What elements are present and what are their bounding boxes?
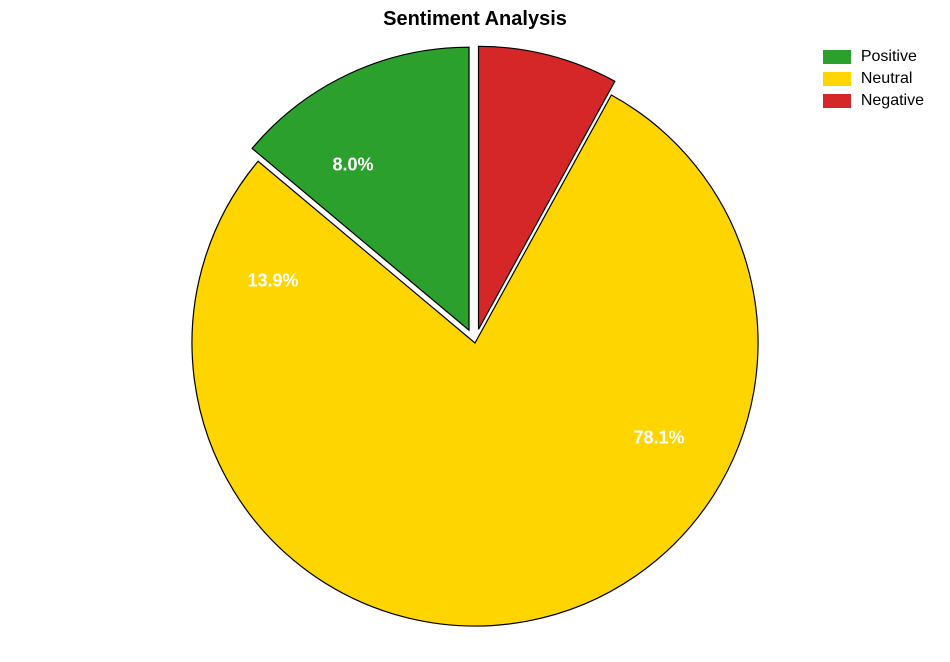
legend-swatch-icon <box>823 94 851 108</box>
pie-slice-neutral <box>192 95 758 626</box>
legend-label: Negative <box>861 92 924 110</box>
chart-container: Sentiment Analysis 13.9%78.1%8.0% Positi… <box>0 0 950 662</box>
legend-item-negative: Negative <box>823 92 924 110</box>
legend-swatch-icon <box>823 50 851 64</box>
pie-chart <box>0 0 950 662</box>
legend-label: Neutral <box>861 70 913 88</box>
slice-label-neutral: 78.1% <box>633 428 684 449</box>
slice-label-negative: 8.0% <box>332 155 373 176</box>
legend: Positive Neutral Negative <box>823 48 924 114</box>
legend-item-positive: Positive <box>823 48 924 66</box>
legend-label: Positive <box>861 48 917 66</box>
slice-label-positive: 13.9% <box>247 271 298 292</box>
legend-item-neutral: Neutral <box>823 70 924 88</box>
legend-swatch-icon <box>823 72 851 86</box>
